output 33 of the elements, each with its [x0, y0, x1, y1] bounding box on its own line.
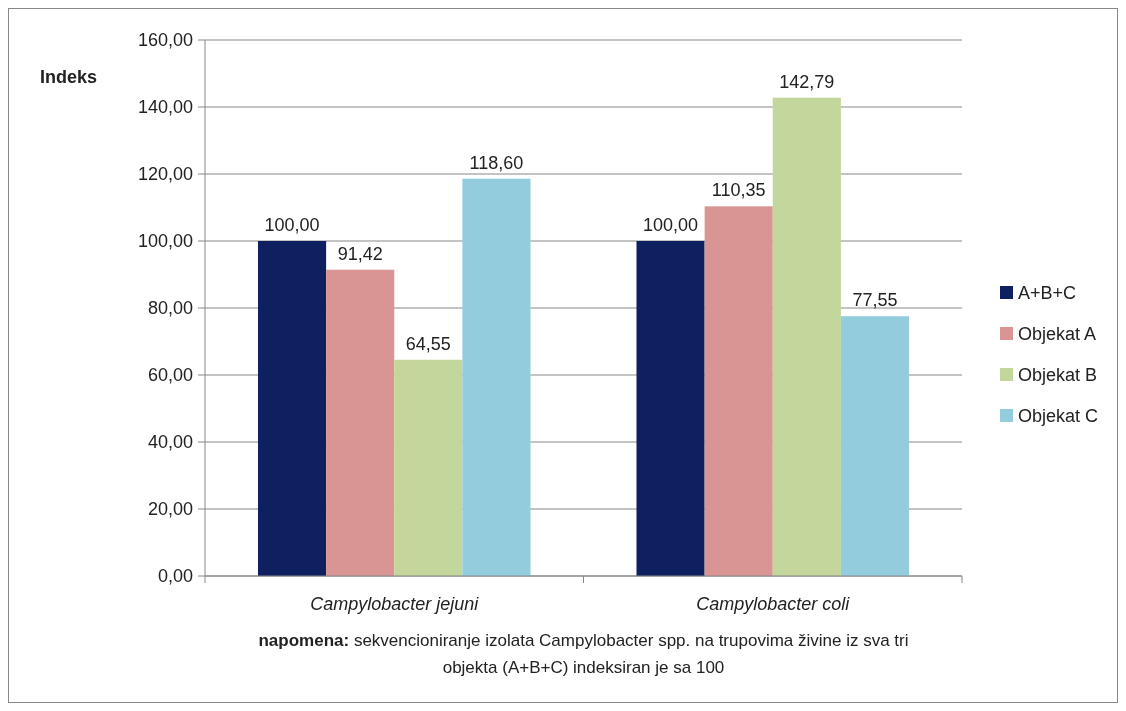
legend-label: Objekat B [1018, 365, 1098, 386]
legend-label: Objekat A [1018, 324, 1097, 345]
data-label: 118,60 [469, 152, 524, 173]
y-axis-title: Indeks [40, 67, 98, 87]
bar [772, 97, 841, 576]
data-label: 77,55 [852, 290, 898, 311]
data-label: 64,55 [405, 333, 451, 354]
bar [840, 316, 910, 576]
y-tick-label: 0,00 [157, 566, 193, 587]
data-label: 91,42 [337, 243, 383, 264]
y-tick-label: 60,00 [147, 365, 193, 386]
y-tick-label: 20,00 [147, 499, 193, 520]
y-tick-label: 100,00 [137, 231, 193, 252]
legend-label: A+B+C [1018, 283, 1077, 304]
bar [462, 178, 531, 576]
y-tick-label: 40,00 [147, 432, 193, 453]
data-label: 100,00 [264, 215, 320, 235]
y-tick-label: 160,00 [137, 30, 193, 51]
bar [394, 359, 463, 576]
bar [704, 206, 773, 576]
data-label: 110,35 [711, 180, 766, 201]
text: napomena: sekvencioniranje izolata Campylobacter spp. na trupovima živine iz sva tri objekta (A+B+C) indeksiran je sa 100 [258, 631, 909, 677]
x-tick-label: Campylobacter jejuni [310, 594, 480, 614]
y-tick-label: 80,00 [147, 298, 193, 319]
x-tick-label: Campylobacter coli [696, 594, 851, 614]
data-label: 142,79 [779, 71, 835, 92]
legend-label: Objekat C [1018, 406, 1099, 427]
bar [636, 241, 705, 576]
bar [326, 269, 395, 576]
y-tick-label: 120,00 [137, 164, 193, 185]
bar [257, 241, 327, 576]
data-label: 100,00 [643, 215, 699, 235]
y-tick-label: 140,00 [137, 97, 193, 118]
